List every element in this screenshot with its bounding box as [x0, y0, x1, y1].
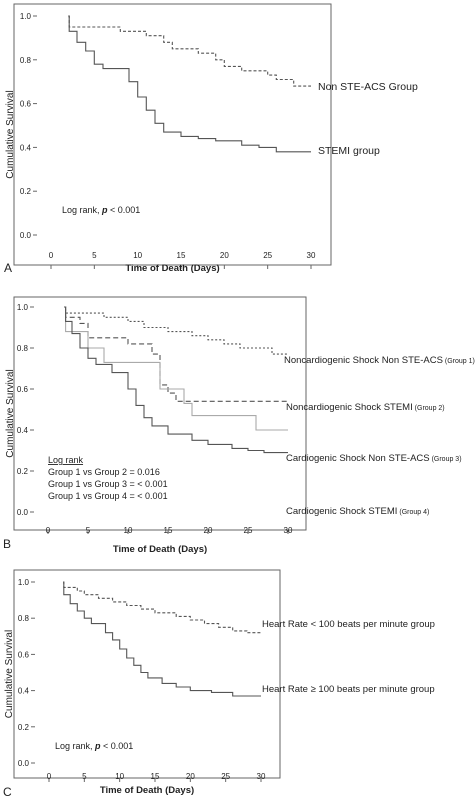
series-name: Cardiogenic Shock Non STE-ACS — [286, 453, 430, 464]
x-tick-label: 10 — [115, 772, 124, 781]
series-label-1: Noncardiogenic Shock Non STE-ACS (Group … — [284, 355, 475, 366]
log-rank-prefix: Log rank, — [62, 205, 102, 215]
y-tick-label: 0.0 — [18, 759, 30, 768]
p-value: < 0.001 — [108, 205, 141, 215]
series-group: (Group 3) — [430, 456, 462, 463]
y-tick-label: 0.0 — [17, 508, 29, 517]
panel-letter: C — [3, 785, 12, 799]
x-tick-label: 10 — [133, 251, 142, 260]
survival-curve-3 — [64, 306, 288, 431]
chart-panel-a: 0.0 0.2 0.4 0.6 0.8 1.0 0 5 10 15 20 25 30 Cumulative… — [4, 3, 418, 275]
x-axis-title: Time of Death (Days) — [100, 785, 194, 796]
y-tick-label: 0.8 — [20, 56, 32, 65]
series-name: Heart Rate < 100 beats per minute group — [262, 619, 435, 630]
y-tick-label: 0.2 — [18, 723, 30, 732]
series-group: (Group 2) — [413, 405, 445, 412]
y-tick-label: 0.0 — [20, 231, 32, 240]
p-symbol: p — [94, 741, 101, 751]
series-label-1: Heart Rate < 100 beats per minute group — [262, 619, 435, 630]
y-axis-title: Cumulative Survival — [4, 630, 15, 718]
x-tick-label: 25 — [221, 772, 230, 781]
p-value: < 0.001 — [101, 741, 134, 751]
log-rank-title: Log rank — [48, 455, 84, 465]
x-tick-label: 20 — [186, 772, 195, 781]
log-rank-comparison: Group 1 vs Group 2 = 0.016 — [48, 467, 160, 477]
plot-frame — [13, 569, 281, 779]
x-tick-label: 0 — [46, 526, 51, 535]
x-tick-label: 5 — [82, 772, 87, 781]
series-name: Non STE-ACS Group — [318, 81, 418, 93]
log-rank-annotation: Log rank, p < 0.001 — [62, 205, 140, 215]
survival-curve-2 — [64, 306, 288, 402]
series-group: (Group 1) — [443, 358, 475, 365]
series-label-4: Cardiogenic Shock STEMI (Group 4) — [286, 506, 429, 517]
survival-curve-1 — [64, 306, 288, 355]
x-tick-label: 5 — [86, 526, 91, 535]
plot-frame — [13, 3, 332, 266]
x-tick-label: 30 — [284, 526, 293, 535]
x-tick-label: 15 — [177, 251, 186, 260]
p-symbol: p — [101, 205, 108, 215]
x-tick-label: 5 — [92, 251, 97, 260]
series-name: STEMI group — [318, 145, 380, 157]
survival-curve-1 — [68, 15, 311, 87]
y-tick-label: 0.6 — [17, 385, 29, 394]
y-tick-label: 0.4 — [18, 687, 30, 696]
survival-curve-2 — [68, 15, 311, 153]
series-name: Noncardiogenic Shock STEMI — [286, 402, 413, 413]
y-tick-label: 0.6 — [18, 650, 30, 659]
series-name: Noncardiogenic Shock Non STE-ACS — [284, 355, 443, 366]
survival-curve-2 — [63, 581, 261, 697]
log-rank-comparison: Group 1 vs Group 3 = < 0.001 — [48, 479, 168, 489]
log-rank-prefix: Log rank, — [55, 741, 95, 751]
x-tick-label: 30 — [307, 251, 316, 260]
x-tick-label: 25 — [244, 526, 253, 535]
series-label-3: Cardiogenic Shock Non STE-ACS (Group 3) — [286, 453, 462, 464]
y-axis-title: Cumulative Survival — [5, 369, 16, 457]
x-tick-label: 15 — [151, 772, 160, 781]
series-label-2: Noncardiogenic Shock STEMI (Group 2) — [286, 402, 445, 413]
survival-curve-1 — [63, 581, 261, 634]
y-tick-label: 1.0 — [20, 12, 32, 21]
y-tick-label: 0.8 — [18, 614, 30, 623]
x-tick-label: 10 — [124, 526, 133, 535]
chart-panel-b: 0.0 0.2 0.4 0.6 0.8 1.0 0 5 10 15 20 25 30 Cumulative… — [3, 296, 475, 555]
series-name: Cardiogenic Shock STEMI — [286, 506, 397, 517]
x-tick-label: 0 — [49, 251, 54, 260]
x-axis-title: Time of Death (Days) — [113, 544, 207, 555]
chart-panel-c: 0.0 0.2 0.4 0.6 0.8 1.0 0 5 10 15 20 25 30 Cumulative… — [3, 569, 435, 799]
y-tick-label: 0.4 — [20, 143, 32, 152]
series-label-2: STEMI group — [318, 145, 380, 157]
x-tick-label: 30 — [257, 772, 266, 781]
y-tick-label: 0.4 — [17, 426, 29, 435]
survival-curve-4 — [64, 306, 288, 454]
y-tick-label: 0.2 — [20, 187, 32, 196]
panel-letter: B — [3, 537, 11, 551]
y-axis-title: Cumulative Survival — [5, 90, 16, 178]
panel-letter: A — [4, 261, 12, 275]
y-tick-label: 0.2 — [17, 467, 29, 476]
y-tick-label: 0.8 — [17, 344, 29, 353]
y-tick-label: 1.0 — [18, 578, 30, 587]
plot-frame — [13, 296, 307, 531]
log-rank-annotation: Log rank, p < 0.001 — [55, 741, 133, 751]
series-label-1: Non STE-ACS Group — [318, 81, 418, 93]
series-group: (Group 4) — [397, 509, 429, 516]
x-axis-title: Time of Death (Days) — [125, 263, 219, 274]
log-rank-comparison: Group 1 vs Group 4 = < 0.001 — [48, 491, 168, 501]
series-name: Heart Rate ≥ 100 beats per minute group — [262, 684, 435, 695]
x-tick-label: 20 — [220, 251, 229, 260]
x-tick-label: 0 — [47, 772, 52, 781]
series-label-2: Heart Rate ≥ 100 beats per minute group — [262, 684, 435, 695]
y-tick-label: 1.0 — [17, 303, 29, 312]
x-tick-label: 15 — [164, 526, 173, 535]
x-tick-label: 25 — [263, 251, 272, 260]
y-tick-label: 0.6 — [20, 100, 32, 109]
x-tick-label: 20 — [204, 526, 213, 535]
